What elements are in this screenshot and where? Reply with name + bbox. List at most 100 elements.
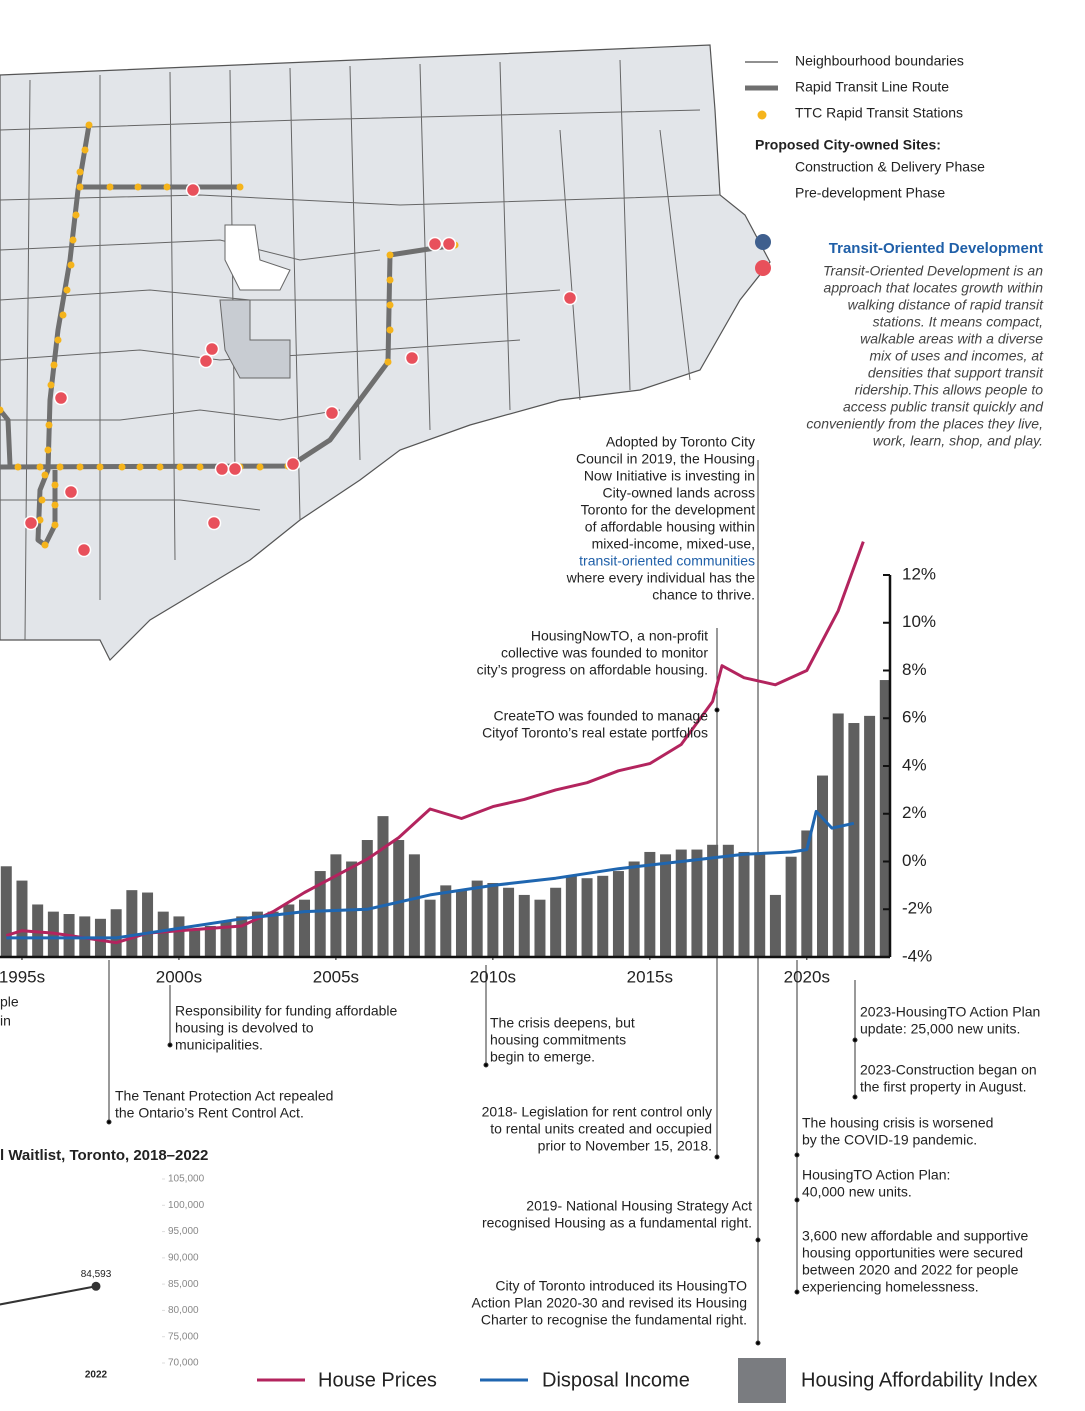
bar [628, 861, 640, 957]
station [59, 311, 67, 319]
bar [581, 878, 593, 957]
y-tick-label: 10% [902, 612, 936, 631]
bar [769, 894, 781, 957]
annotation-line: Toronto for the development [581, 502, 755, 518]
legend-label: Pre-development Phase [795, 185, 945, 201]
bar [754, 854, 766, 957]
y-tick-label: 95,000 [168, 1226, 199, 1237]
station [256, 463, 264, 471]
x-tick-label: 2010s [470, 967, 516, 986]
annotation-line: transit-oriented communities [579, 553, 755, 569]
legend-swatch [738, 1358, 786, 1403]
station [63, 286, 71, 294]
legend-label: Neighbourhood boundaries [795, 53, 964, 69]
site [53, 390, 69, 406]
bar [565, 875, 577, 957]
bar [832, 713, 844, 957]
bar [173, 916, 185, 957]
bar [785, 856, 797, 957]
station [106, 183, 114, 191]
annotation-line: CreateTO was founded to manage [493, 708, 708, 724]
annotation-line: of affordable housing within [585, 519, 755, 535]
station [236, 183, 244, 191]
station [50, 361, 58, 369]
station [41, 541, 49, 549]
legend-label: Housing Affordability Index [801, 1369, 1037, 1391]
x-tick-label: 2022 [85, 1370, 108, 1381]
annotation-line: in [0, 1013, 11, 1029]
station [76, 183, 84, 191]
station [36, 516, 44, 524]
station [38, 496, 46, 504]
inset-title: l Waitlist, Toronto, 2018–2022 [0, 1147, 208, 1164]
bar [455, 890, 467, 957]
station [51, 501, 59, 509]
site [214, 461, 230, 477]
bar [330, 854, 342, 957]
station [136, 463, 144, 471]
annotation-line: HousingNowTO, a non-profit [531, 628, 708, 644]
tod-line: work, learn, shop, and play. [873, 433, 1043, 449]
tod-line: walkable areas with a diverse [860, 331, 1043, 347]
y-tick-label: -4% [902, 946, 932, 965]
bar [110, 909, 122, 957]
site [206, 515, 222, 531]
y-tick-label: -2% [902, 899, 932, 918]
y-tick-label: 12% [902, 564, 936, 583]
bar [801, 830, 813, 957]
annotation-line: HousingTO Action Plan: [802, 1167, 950, 1183]
tod-title: Transit-Oriented Development [829, 240, 1043, 257]
annotation-line: The Tenant Protection Act repealed [115, 1088, 333, 1104]
annotation-line: housing is devolved to [175, 1020, 314, 1036]
bar [377, 816, 389, 957]
annotation-line: city’s progress on affordable housing. [477, 662, 708, 678]
x-tick-label: 2000s [156, 967, 202, 986]
y-tick-label: 2% [902, 803, 927, 822]
x-tick-label: 2015s [627, 967, 673, 986]
station [56, 463, 64, 471]
annotation-line: Cityof Toronto’s real estate portfolios [482, 725, 708, 741]
annotation-line: experiencing homelessness. [802, 1279, 979, 1295]
station [85, 121, 93, 129]
legend-predevelopment [755, 260, 771, 276]
bar [142, 892, 154, 957]
annotation-line: recognised Housing as a fundamental righ… [482, 1215, 752, 1231]
bar [267, 911, 279, 957]
annotation-line: Action Plan 2020-30 and revised its Hous… [471, 1295, 747, 1311]
annotation-line: mixed-income, mixed-use, [592, 536, 755, 552]
annotation-line: by the COVID-19 pandemic. [802, 1132, 977, 1148]
annotation-line: chance to thrive. [652, 587, 755, 603]
station [51, 521, 59, 529]
annotation-line: 2019- National Housing Strategy Act [526, 1198, 752, 1214]
tod-line: conveniently from the places they live, [806, 416, 1043, 432]
site [227, 461, 243, 477]
annotation-line: update: 25,000 new units. [860, 1021, 1020, 1037]
legend-label: Rapid Transit Line Route [795, 79, 949, 95]
legend-label: Construction & Delivery Phase [795, 159, 985, 175]
bar [738, 851, 750, 957]
site [285, 456, 301, 472]
site [404, 350, 420, 366]
y-tick-label: 70,000 [168, 1358, 199, 1369]
hole [224, 224, 291, 291]
station [76, 168, 84, 176]
annotation-line: the first property in August. [860, 1079, 1027, 1095]
annotation-line: City of Toronto introduced its HousingTO [495, 1278, 747, 1294]
annotation-line: housing commitments [490, 1032, 626, 1048]
tod-line: mix of uses and incomes, at [869, 348, 1044, 364]
bar [283, 904, 295, 957]
bar [879, 680, 891, 957]
y-tick-label: 105,000 [168, 1174, 205, 1185]
bar [597, 875, 609, 957]
station [69, 236, 77, 244]
station [54, 336, 62, 344]
chart-legend: House Prices Disposal Income Housing Affor… [257, 1358, 1037, 1403]
bar [487, 882, 499, 957]
value-label: 84,593 [81, 1269, 112, 1280]
bar [440, 885, 452, 957]
tod-line: walking distance of rapid transit [848, 297, 1044, 313]
x-tick-label: 1995s [0, 967, 45, 986]
station [51, 481, 59, 489]
